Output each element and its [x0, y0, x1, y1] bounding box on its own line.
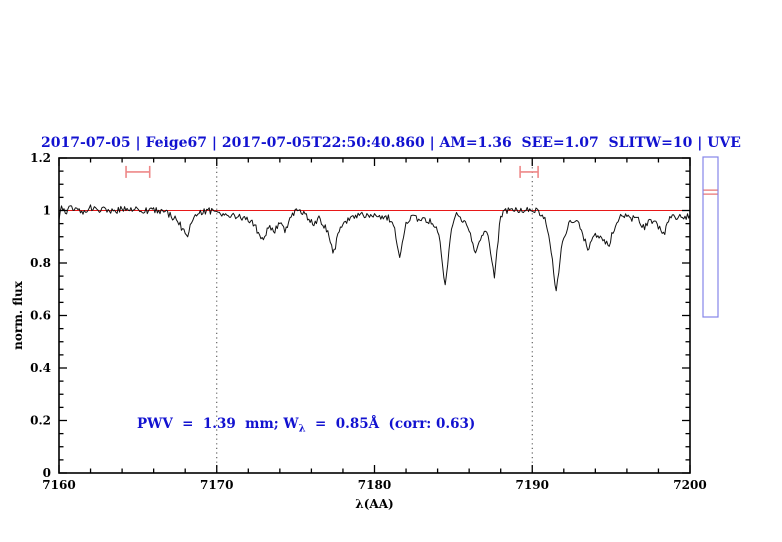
pwv-annotation: PWV = 1.39 mm; Wλ = 0.85Å (corr: 0.63) — [137, 416, 476, 435]
x-tick-label: 7170 — [200, 478, 233, 492]
x-tick-label: 7160 — [42, 478, 75, 492]
x-axis-title: λ(AA) — [355, 497, 393, 511]
y-tick-label: 1.2 — [30, 151, 51, 165]
y-tick-label: 0 — [43, 466, 51, 480]
pwv-annotation-suffix: = 0.85Å (corr: 0.63) — [305, 416, 476, 432]
band-marker-1 — [125, 165, 151, 178]
x-tick-label: 7180 — [358, 478, 391, 492]
pwv-annotation-prefix: PWV = 1.39 mm; W — [137, 416, 299, 432]
band-marker-2 — [519, 165, 539, 178]
y-axis-title: norm. flux — [11, 280, 25, 350]
x-tick-label: 7200 — [673, 478, 706, 492]
side-gauge-box — [702, 156, 719, 318]
y-tick-label: 0.8 — [30, 256, 51, 270]
y-tick-label: 0.2 — [30, 414, 51, 428]
x-tick-label: 7190 — [516, 478, 549, 492]
pwv-annotation-subscript: λ — [298, 423, 306, 435]
y-tick-label: 0.4 — [30, 361, 51, 375]
plot-title: 2017-07-05 | Feige67 | 2017-07-05T22:50:… — [41, 135, 741, 151]
spectrum-trace — [58, 204, 691, 292]
y-tick-label: 1 — [43, 204, 51, 218]
y-tick-label: 0.6 — [30, 309, 51, 323]
